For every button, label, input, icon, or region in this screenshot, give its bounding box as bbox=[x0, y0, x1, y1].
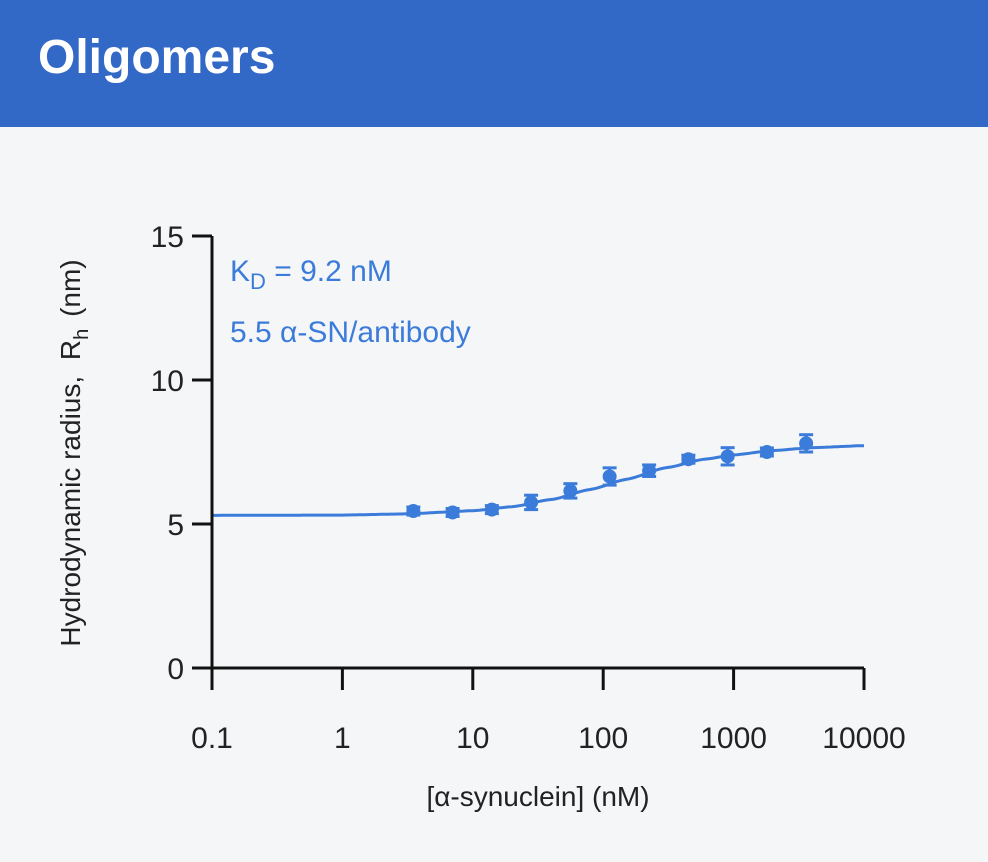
page-title: Oligomers bbox=[38, 31, 276, 84]
x-tick-label: 10000 bbox=[822, 722, 905, 755]
data-point bbox=[799, 436, 814, 451]
data-point bbox=[563, 483, 578, 498]
x-tick-label: 1000 bbox=[700, 722, 767, 755]
kd-symbol: K bbox=[230, 255, 250, 288]
y-axis-label-unit: (nm) bbox=[55, 259, 86, 317]
data-point bbox=[642, 463, 657, 478]
x-tick-label: 0.1 bbox=[191, 722, 233, 755]
y-tick-label: 5 bbox=[167, 509, 184, 542]
data-point bbox=[602, 469, 617, 484]
x-tick-label: 1 bbox=[334, 722, 351, 755]
data-point bbox=[759, 445, 774, 459]
data-point bbox=[406, 504, 421, 519]
axes-layer: 0 5 10 15 0.1 1 10 100 1000 10000 bbox=[151, 221, 906, 755]
stoichiometry-annotation: 5.5 α-SN/antibody bbox=[230, 316, 471, 349]
header-bar: Oligomers bbox=[0, 0, 988, 127]
x-axis-label: [α-synuclein] (nM) bbox=[426, 781, 649, 812]
y-tick-label: 15 bbox=[151, 221, 184, 254]
y-tick-label: 0 bbox=[167, 653, 184, 686]
y-tick-label: 10 bbox=[151, 365, 184, 398]
chart-panel bbox=[0, 127, 988, 862]
data-point bbox=[484, 502, 499, 517]
kd-subscript: D bbox=[250, 269, 266, 294]
y-axis-label-subscript: h bbox=[71, 329, 93, 340]
kd-value: = 9.2 nM bbox=[266, 255, 392, 288]
x-tick-label: 10 bbox=[456, 722, 489, 755]
y-axis-label: Hydrodynamic radius, Rh (nm) bbox=[55, 259, 94, 646]
kd-annotation: KD = 9.2 nM bbox=[230, 255, 392, 294]
data-point bbox=[720, 449, 735, 464]
data-point bbox=[524, 495, 539, 510]
data-point bbox=[445, 505, 460, 520]
y-axis-label-symbol: R bbox=[55, 340, 86, 360]
data-point bbox=[681, 452, 696, 467]
y-axis-label-main: Hydrodynamic radius, bbox=[55, 376, 86, 647]
x-tick-label: 100 bbox=[578, 722, 628, 755]
data-points-layer bbox=[406, 433, 814, 520]
